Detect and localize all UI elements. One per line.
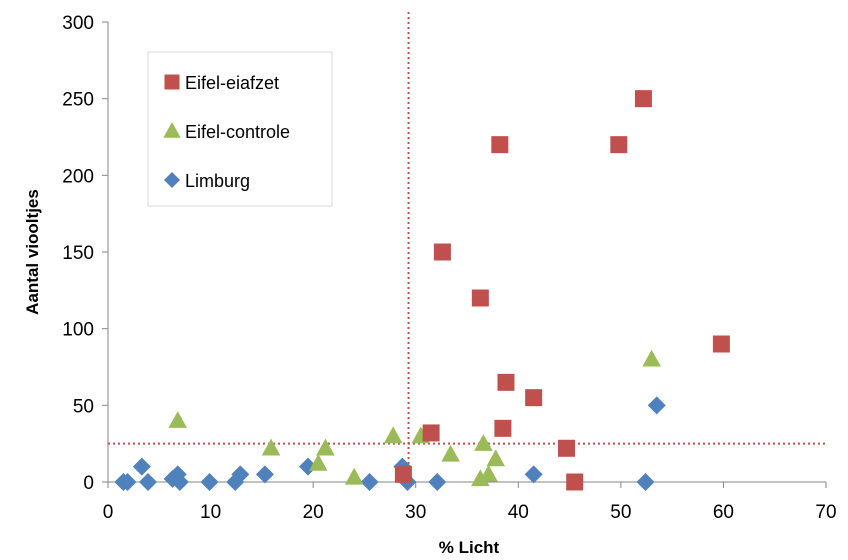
point-limburg <box>255 465 274 484</box>
point-limburg <box>132 457 151 476</box>
x-tick-label: 70 <box>815 502 836 523</box>
legend-label-limburg: Limburg <box>185 171 250 191</box>
point-eifel-controle <box>168 411 188 428</box>
x-tick-label: 40 <box>508 502 529 523</box>
point-eifel-controle <box>383 426 403 444</box>
point-eifel-eiafzet <box>494 419 512 437</box>
point-eifel-controle <box>479 464 498 482</box>
point-eifel-eiafzet <box>471 289 489 307</box>
point-eifel-eiafzet <box>566 473 584 491</box>
point-eifel-eiafzet <box>433 243 451 261</box>
point-eifel-eiafzet <box>525 389 543 407</box>
x-tick-label: 60 <box>713 502 734 523</box>
y-tick-label: 0 <box>83 473 94 494</box>
y-axis-title: Aantal viooltjes <box>23 189 42 315</box>
tick-labels: 0 50 100 150 200 250 300 0 10 20 30 40 50 60 70 <box>62 13 836 523</box>
reference-lines <box>108 12 826 482</box>
point-eifel-eiafzet <box>491 136 509 154</box>
legend-marker-eifel-controle <box>163 122 181 138</box>
x-tick-label: 50 <box>610 502 631 523</box>
legend-marker-limburg <box>164 172 180 188</box>
y-tick-label: 150 <box>62 243 94 264</box>
point-eifel-eiafzet <box>422 424 440 442</box>
x-tick-label: 30 <box>405 502 426 523</box>
legend-label-eifel-controle: Eifel-controle <box>185 122 290 142</box>
point-eifel-eiafzet <box>497 373 515 391</box>
data-points <box>114 90 730 491</box>
point-eifel-controle <box>474 434 493 451</box>
point-limburg <box>524 465 543 484</box>
point-limburg <box>299 457 318 476</box>
point-eifel-eiafzet <box>712 335 730 353</box>
point-limburg <box>636 473 655 491</box>
point-limburg <box>200 473 219 491</box>
point-limburg <box>139 473 158 491</box>
point-eifel-eiafzet <box>610 136 628 154</box>
point-eifel-eiafzet <box>634 90 652 108</box>
y-tick-label: 50 <box>73 396 94 417</box>
legend-marker-eifel-eiafzet <box>164 74 180 90</box>
legend-label-eifel-eiafzet: Eifel-eiafzet <box>185 73 279 93</box>
legend: Eifel-eiafzet Eifel-controle Limburg <box>147 51 333 207</box>
x-axis-title: % Licht <box>439 538 500 557</box>
point-eifel-controle <box>261 438 281 456</box>
point-eifel-controle <box>642 349 661 367</box>
point-eifel-controle <box>308 454 328 471</box>
point-limburg <box>170 473 189 491</box>
point-eifel-controle <box>441 444 460 462</box>
point-eifel-controle <box>344 467 364 485</box>
point-limburg <box>231 465 250 484</box>
x-tick-label: 10 <box>200 502 221 523</box>
y-tick-label: 100 <box>62 320 94 341</box>
y-tick-label: 200 <box>62 166 94 187</box>
point-eifel-controle <box>486 449 505 467</box>
x-tick-label: 0 <box>103 502 114 523</box>
point-eifel-eiafzet <box>394 465 412 483</box>
y-tick-label: 300 <box>62 13 94 34</box>
x-tick-label: 20 <box>303 502 324 523</box>
point-limburg <box>360 473 379 491</box>
point-limburg <box>428 473 447 491</box>
y-tick-label: 250 <box>62 90 94 111</box>
point-eifel-eiafzet <box>557 439 575 457</box>
point-limburg <box>118 473 137 491</box>
point-eifel-controle <box>471 469 490 487</box>
point-limburg <box>647 396 666 415</box>
point-eifel-controle <box>316 438 335 456</box>
